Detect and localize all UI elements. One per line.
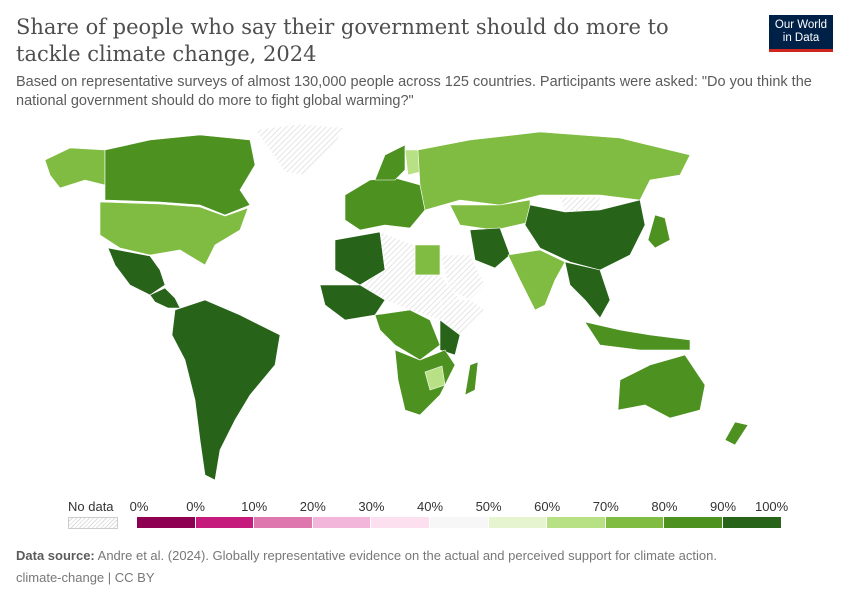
subtitle: Based on representative surveys of almos… (16, 74, 812, 109)
legend-tick-label: 90% (709, 499, 737, 514)
country-east-africa[interactable] (439, 319, 461, 356)
legend-bin-80-90%[interactable] (664, 517, 723, 528)
country-indonesia[interactable] (584, 321, 691, 351)
country-central-africa[interactable] (374, 309, 441, 361)
country-mexico[interactable] (107, 247, 166, 296)
legend-bin-90-100%[interactable] (723, 517, 782, 528)
country-southern-africa[interactable] (394, 349, 456, 416)
world-map (44, 123, 749, 481)
license[interactable]: climate-change | CC BY (16, 570, 155, 585)
country-south-america[interactable] (171, 299, 281, 481)
country-central-america[interactable] (149, 287, 181, 309)
country-united-states[interactable] (99, 201, 249, 266)
country-scandinavia[interactable] (374, 144, 406, 181)
country-new-zealand[interactable] (724, 421, 749, 446)
page-title: Share of people who say their government… (16, 15, 669, 66)
legend-bin-70-80%[interactable] (605, 517, 665, 528)
legend-bin-20-30%[interactable] (312, 517, 372, 528)
country-china[interactable] (524, 199, 646, 271)
legend-tick-label: 20% (299, 499, 326, 514)
legend-tick-label: 0% (186, 499, 205, 514)
country-india[interactable] (507, 249, 566, 311)
country-greenland[interactable] (254, 123, 346, 176)
country-western-europe[interactable] (344, 177, 426, 231)
legend-tick-label: 10% (241, 499, 268, 514)
country-japan[interactable] (647, 214, 671, 249)
country-zimbabwe[interactable] (424, 365, 446, 391)
legend-no-data-swatch[interactable] (68, 517, 118, 529)
country-australia[interactable] (617, 354, 706, 419)
country-kazakhstan[interactable] (449, 199, 531, 231)
region-horn-of-africa[interactable] (439, 299, 486, 336)
legend-tick-label: 30% (358, 499, 385, 514)
legend-tick-label: 80% (651, 499, 678, 514)
legend-bin-0-10%[interactable] (195, 517, 255, 528)
legend-bin-60-70%[interactable] (547, 517, 606, 528)
source-label: Data source: (16, 548, 95, 563)
legend-bin-0-0%[interactable] (137, 517, 196, 528)
source-text[interactable]: Andre et al. (2024). Globally representa… (97, 548, 717, 563)
legend-tick-label: 100% (754, 499, 789, 514)
legend-tick-label: 70% (592, 499, 619, 514)
legend-bin-40-50%[interactable] (430, 517, 489, 528)
legend-bin-50-60%[interactable] (488, 517, 548, 528)
legend-bin-10-20%[interactable] (254, 517, 313, 528)
country-iran[interactable] (469, 227, 511, 269)
legend-no-data-label: No data (68, 499, 114, 514)
country-alaska[interactable] (44, 147, 106, 189)
country-egypt[interactable] (414, 244, 441, 276)
country-southeast-asia[interactable] (564, 261, 611, 319)
country-canada[interactable] (104, 134, 256, 216)
data-source: Data source: Andre et al. (2024). Global… (16, 548, 717, 563)
color-legend: No data 0% 0% 10% 20% 30% 40% 50% 60% 70% 80% 90% 1… (0, 497, 850, 537)
legend-tick-label: 40% (416, 499, 444, 514)
legend-tick-label: 0% (129, 499, 149, 514)
legend-bin-30-40%[interactable] (371, 517, 430, 528)
country-finland[interactable] (404, 149, 421, 176)
legend-tick-label: 50% (475, 499, 502, 514)
country-mongolia[interactable] (559, 196, 601, 213)
country-russia[interactable] (417, 131, 691, 211)
owid-logo[interactable]: Our World in Data (769, 15, 833, 52)
country-madagascar[interactable] (464, 361, 479, 396)
legend-tick-label: 60% (534, 499, 561, 514)
